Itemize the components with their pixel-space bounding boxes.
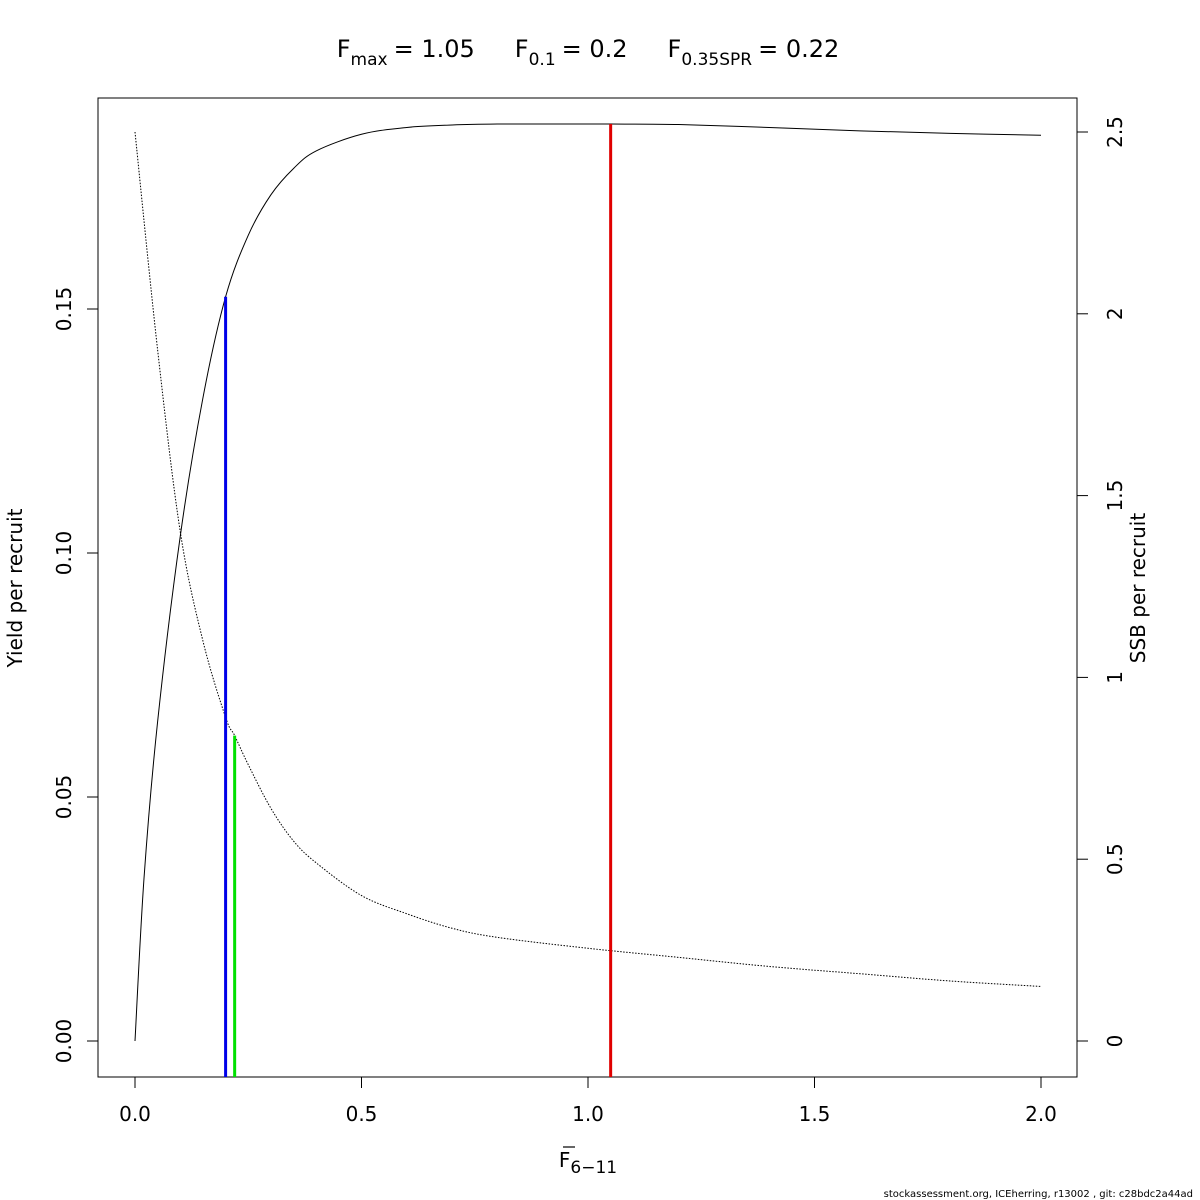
x-tick-label: 1.5	[799, 1102, 831, 1126]
title-fmax-value: = 1.05	[394, 35, 475, 63]
title-fspr-sub: 0.35SPR	[681, 50, 752, 70]
title-f01-value: = 0.2	[562, 35, 628, 63]
x-axis-label-base: F	[559, 1148, 571, 1172]
y-right-tick-label: 1.5	[1103, 480, 1127, 512]
reference-lines	[224, 124, 613, 1077]
series-layer	[134, 123, 1042, 1042]
x-axis-label-sub: 6−11	[570, 1158, 617, 1178]
title-fmax-sub: max	[351, 50, 388, 70]
x-tick-label: 0.5	[346, 1102, 378, 1126]
y-right-tick-label: 2	[1103, 307, 1127, 320]
y-right-tick-label: 1	[1103, 671, 1127, 684]
x-tick-label: 2.0	[1025, 1102, 1057, 1126]
plot-frame	[97, 97, 1078, 1078]
y-axis-right-label: SSB per recruit	[1126, 513, 1150, 664]
y-right-tick-label: 0	[1103, 1035, 1127, 1048]
y-axis-right: 0 0.5 1 1.5 2 2.5	[1076, 116, 1127, 1048]
footer-credit: stockassessment.org, ICEherring, r13002 …	[884, 1189, 1193, 1200]
yield-per-recruit-line	[134, 123, 1042, 1042]
y-left-tick-label: 0.15	[52, 287, 76, 332]
x-tick-label: 0.0	[119, 1102, 151, 1126]
y-right-tick-label: 0.5	[1103, 843, 1127, 875]
title-f01-sub: 0.1	[529, 50, 556, 70]
title-f01-base: F	[515, 35, 529, 63]
y-left-tick-label: 0.05	[52, 775, 76, 820]
title-fmax-base: F	[337, 35, 351, 63]
y-right-tick-label: 2.5	[1103, 116, 1127, 148]
title-fspr-value: = 0.22	[758, 35, 839, 63]
y-left-tick-label: 0.00	[52, 1019, 76, 1064]
x-axis-label: F6−11	[559, 1148, 617, 1178]
y-axis-left-label: Yield per recruit	[3, 508, 27, 668]
x-axis: 0.0 0.5 1.0 1.5 2.0	[119, 1076, 1057, 1126]
x-tick-label: 1.0	[572, 1102, 604, 1126]
y-axis-left: 0.00 0.05 0.10 0.15	[52, 287, 99, 1064]
title-fspr-base: F	[668, 35, 682, 63]
ssb-per-recruit-line	[134, 131, 1042, 987]
chart-title: Fmax = 1.05 F0.1 = 0.2 F0.35SPR = 0.22	[337, 35, 840, 70]
y-left-tick-label: 0.10	[52, 531, 76, 576]
